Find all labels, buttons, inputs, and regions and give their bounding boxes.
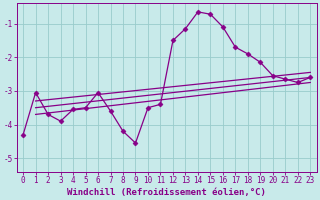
X-axis label: Windchill (Refroidissement éolien,°C): Windchill (Refroidissement éolien,°C)	[67, 188, 266, 197]
